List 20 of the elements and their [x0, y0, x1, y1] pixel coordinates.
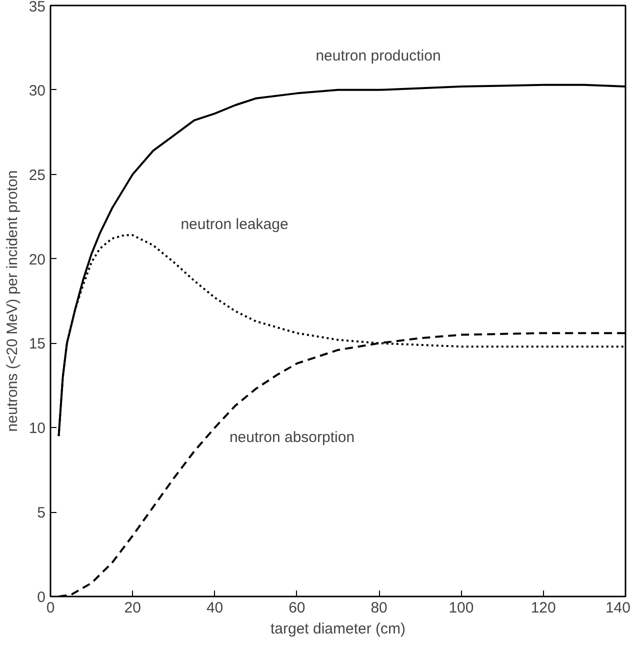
x-tick-label: 120: [530, 600, 556, 616]
annotation: neutron leakage: [180, 216, 288, 234]
x-tick-label: 20: [124, 600, 141, 616]
y-tick-label: 20: [28, 251, 46, 268]
x-tick-label: 60: [288, 600, 306, 616]
x-tick-label: 100: [448, 600, 474, 616]
annotation: neutron absorption: [229, 428, 355, 446]
y-tick-label: 30: [28, 82, 46, 100]
y-tick-label: 35: [28, 0, 46, 16]
x-tick-label: 140: [605, 600, 631, 616]
y-tick-label: 0: [37, 589, 46, 606]
x-axis-title: target diameter (cm): [270, 620, 406, 638]
annotation: neutron production: [316, 48, 441, 65]
y-tick-label: 25: [28, 166, 46, 184]
y-tick-label: 15: [28, 336, 46, 353]
x-tick-label: 80: [370, 600, 388, 616]
y-axis-title: neutrons (<20 MeV) per incident proton: [4, 170, 21, 432]
y-tick-label: 10: [28, 420, 46, 438]
x-tick-label: 40: [206, 600, 224, 616]
y-tick-label: 5: [37, 504, 46, 522]
